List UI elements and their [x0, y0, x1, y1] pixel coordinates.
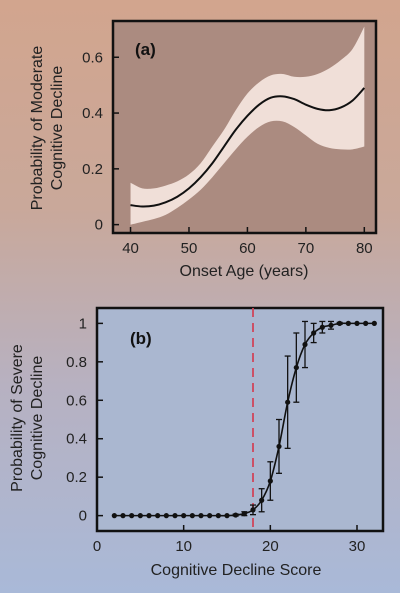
panel-b: 0 10 20 30 0 0.2 0.4 0.6 0.8 1 (b) Cognitive Decl… [9, 306, 385, 579]
panel-b-data-point [172, 513, 178, 519]
panel-b-y-tick-label: 0 [79, 508, 87, 525]
panel-b-data-point [319, 324, 325, 330]
panel-a-band-shape [130, 26, 365, 225]
panel-b-x-tick-label: 20 [262, 538, 279, 555]
panel-b-x-tick-label: 0 [93, 538, 101, 555]
panel-b-ticks: 0 10 20 30 0 0.2 0.4 0.6 0.8 1 [66, 315, 365, 555]
panel-b-y-tick-label: 1 [79, 315, 87, 332]
panel-b-data-point [111, 513, 117, 519]
panel-a-curve [130, 87, 366, 208]
panel-b-data-point [267, 478, 273, 484]
panel-b-label: (b) [130, 329, 152, 348]
panel-b-data-point [181, 513, 187, 519]
panel-b-data-point [363, 320, 369, 326]
panel-b-data-point [276, 443, 282, 450]
panel-b-data-point [293, 364, 299, 371]
panel-b-y-tick-label: 0.6 [66, 392, 87, 409]
panel-a-x-tick-label: 40 [122, 240, 139, 257]
panel-b-plot-area [95, 306, 385, 533]
panel-b-data-point [337, 320, 343, 326]
panel-b-data-point [371, 320, 377, 326]
panel-b-y-tick-label: 0.8 [66, 354, 87, 371]
panel-b-data-point [259, 497, 265, 503]
panel-b-data-point [345, 320, 351, 326]
panel-b-y-tick-label: 0.2 [66, 469, 87, 486]
panel-b-data-point [285, 399, 291, 405]
panel-a-y-tick-label: 0.2 [82, 161, 103, 178]
panel-b-y-axis-label-line2: Cognitive Decline [29, 356, 46, 481]
panel-a-y-tick-label: 0.6 [82, 49, 103, 66]
panel-b-data-point [354, 320, 360, 326]
panel-b-data-point [120, 513, 126, 519]
panel-b-x-tick-label: 10 [175, 538, 192, 555]
panel-b-data-point [224, 513, 230, 519]
panel-a-series-line [130, 87, 366, 208]
panel-a-x-tick-label: 50 [181, 240, 198, 257]
panel-b-y-tick-label: 0.4 [66, 431, 87, 448]
panel-a-y-axis-label-line1: Probability of Moderate [29, 46, 46, 211]
panel-b-points [111, 320, 377, 519]
panel-b-data-point [328, 322, 334, 328]
panel-b-data-point [198, 513, 204, 519]
panel-b-data-point [137, 513, 143, 519]
panel-a-ticks: 40 50 60 70 80 0 0.2 0.4 0.6 [82, 49, 373, 257]
panel-a-y-axis-label-line2: Cognitive Decline [49, 66, 66, 191]
panel-b-x-axis-label: Cognitive Decline Score [151, 562, 322, 579]
panel-b-data-point [302, 341, 308, 348]
panel-b-data-point [189, 513, 195, 519]
panel-b-data-point [215, 513, 221, 519]
panel-b-y-axis-label: Probability of Severe Cognitive Decline [9, 344, 46, 492]
panel-a-label: (a) [135, 40, 156, 59]
panel-a-x-tick-label: 70 [298, 240, 315, 257]
panel-a-y-tick-label: 0 [95, 217, 103, 234]
panel-b-x-tick-label: 30 [349, 538, 366, 555]
panel-a-x-tick-label: 60 [239, 240, 256, 257]
panel-b-data-point [146, 513, 152, 519]
panel-b-data-point [155, 513, 161, 519]
panel-b-data-point [311, 330, 317, 336]
panel-a-y-tick-label: 0.4 [82, 105, 103, 122]
panel-b-data-point [163, 513, 169, 519]
panel-b-data-point [129, 513, 135, 519]
panel-a-x-axis-label: Onset Age (years) [180, 263, 309, 280]
panel-a: 40 50 60 70 80 0 0.2 0.4 0.6 (a) Onset Age (year… [29, 19, 378, 280]
panel-b-data-point [207, 513, 213, 519]
panel-b-y-axis-label-line1: Probability of Severe [9, 344, 26, 492]
panel-b-data-point [250, 507, 256, 513]
panel-a-x-tick-label: 80 [356, 240, 373, 257]
panel-a-y-axis-label: Probability of Moderate Cognitive Declin… [29, 46, 66, 211]
panel-b-data-point [233, 512, 239, 518]
panel-b-data-point [241, 511, 247, 517]
panel-a-confidence-band [130, 26, 365, 225]
